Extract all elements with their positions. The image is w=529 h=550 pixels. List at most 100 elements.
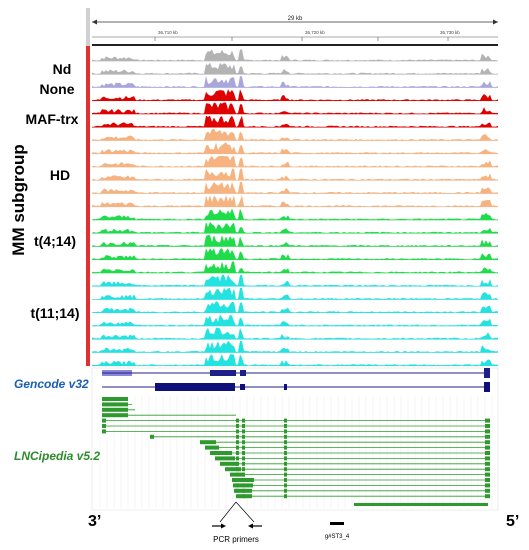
lnc-exon [485,494,490,499]
primers-label: PCR primers [213,535,259,544]
gencode-label: Gencode v32 [14,377,89,391]
lncipedia-label: LNCipedia v5.2 [14,449,100,463]
coverage-track [92,182,498,194]
lncipedia-transcripts [102,397,490,506]
group-label-none: None [40,81,75,97]
lnc-exon [485,445,490,450]
lnc-exon [236,478,239,482]
coverage-track [92,129,498,141]
lnc-exon [485,429,490,434]
coverage-track [92,155,498,168]
gencode-exon [484,382,490,392]
coverage-track [92,102,498,115]
lnc-exon [485,424,490,428]
coverage-track [92,261,498,274]
end-3prime: 3’ [88,513,101,530]
coverage-track [92,274,498,287]
gencode-exon [210,370,236,376]
lnc-exon [242,488,245,493]
coverage-track [92,89,498,101]
lnc-exon [284,456,287,461]
coverage-track [92,221,498,234]
lnc-exon [485,461,490,466]
group-labels: Nd None MAF-trx HD t(4;14) t(11;14) [26,61,80,321]
primer-guide-line [219,501,237,523]
coverage-track [92,248,498,260]
lnc-exon [236,434,239,439]
lnc-exon [102,413,128,418]
lnc-exon [242,456,245,461]
gencode-transcripts [102,368,490,392]
coverage-track [92,168,498,181]
lnc-exon [215,456,235,461]
ruler-right-arrow [493,19,498,25]
lnc-exon [284,445,287,450]
group-label-t414: t(4;14) [34,233,76,249]
ruler-tick-label: 36,720 kb [305,30,325,35]
group-label-hd: HD [50,167,70,183]
sidebar-strip [86,46,90,366]
lnc-exon [485,456,490,461]
lnc-exon [485,472,490,477]
group-label-nd: Nd [53,61,72,77]
lnc-exon [236,483,239,488]
lnc-exon [485,440,490,445]
lnc-exon [242,472,245,477]
group-label-t1114: t(11;14) [30,305,79,321]
lnc-exon [236,418,239,423]
end-5prime: 5’ [506,513,519,530]
lnc-exon [236,451,239,455]
lnc-exon [284,424,287,428]
grna-label: g#ST3_4 [325,534,350,540]
ruler: 29 kb 36,710 kb 36,720 kb 36,730 kb [92,16,498,46]
gencode-exon [240,384,245,390]
coverage-track [92,327,498,340]
lnc-exon [102,418,106,423]
lnc-exon [485,434,490,439]
lnc-exon [354,503,488,506]
forward-primer-arrow [221,523,226,529]
lnc-exon [485,418,490,423]
lnc-exon [150,434,154,439]
lnc-exon [242,434,245,439]
lnc-exon [485,483,490,488]
lnc-exon [102,429,106,434]
gencode-cds [155,383,235,391]
grna-marker [330,522,344,525]
lnc-exon [102,424,106,428]
ruler-left-arrow [92,19,97,25]
lnc-exon [242,429,245,434]
coverage-track [92,288,498,300]
lnc-exon [242,461,245,466]
lnc-exon [485,451,490,455]
gencode-exon [284,384,287,390]
coverage-track [92,62,498,75]
annotation-panel [91,367,499,511]
lnc-exon [236,472,239,477]
lnc-exon [220,461,238,466]
lnc-exon [102,402,128,407]
lnc-exon [236,440,239,445]
lnc-exon [284,440,287,445]
lnc-exon [284,434,287,439]
lnc-exon [284,418,287,423]
coverage-track [92,314,498,327]
lnc-exon [200,440,216,445]
ruler-tick-label: 36,730 kb [440,30,460,35]
lnc-exon [102,397,128,401]
coverage-track [92,208,498,221]
lnc-exon [284,483,287,488]
lnc-exon [102,407,128,412]
axis-title: MM subgroup [9,144,28,255]
ruler-span-label: 29 kb [288,16,303,22]
gencode-exon [484,368,490,378]
coverage-track [92,49,498,62]
gencode-exon [240,370,246,376]
lnc-exon [284,467,287,472]
primer-guide-line [235,501,255,523]
group-label-maf: MAF-trx [26,111,79,127]
lnc-exon [242,494,245,499]
coverage-track [92,235,498,247]
lnc-exon [236,461,239,466]
